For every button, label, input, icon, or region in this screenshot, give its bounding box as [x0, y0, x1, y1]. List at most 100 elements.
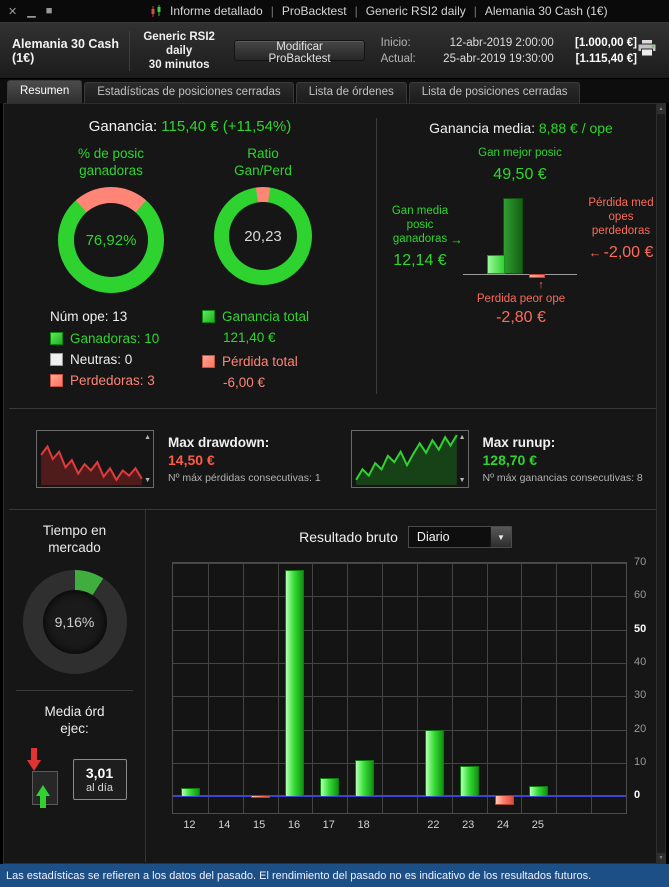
tabbar: Resumen Estadísticas de posiciones cerra…	[0, 79, 669, 103]
close-icon[interactable]: ✕	[8, 5, 18, 18]
neutras-swatch	[50, 353, 63, 366]
perdida-total-value: -6,00 €	[223, 375, 266, 390]
horizontal-divider	[9, 509, 660, 510]
avg-loss-value-line: ← -2,00 €	[579, 244, 663, 262]
mini-chart-axis	[463, 274, 577, 275]
periodo-dropdown[interactable]: Diario ▼	[407, 526, 512, 548]
title-part-instrument: Alemania 30 Cash (1€)	[484, 4, 608, 18]
red-down-arrow-icon	[26, 748, 41, 771]
legend-perdedoras: Perdedoras: 3	[70, 373, 155, 388]
result-bar	[285, 569, 305, 797]
strategy-name: Generic RSI2 daily	[143, 30, 215, 57]
status-bar: Las estadísticas se refieren a los datos…	[0, 864, 669, 887]
result-bar	[320, 778, 340, 797]
modificar-probacktest-button[interactable]: Modificar ProBacktest	[234, 40, 365, 65]
arrow-right-icon: →	[450, 232, 463, 247]
result-bar	[459, 766, 479, 797]
vertical-divider	[376, 118, 377, 394]
best-op-value: 49,50 €	[493, 166, 547, 183]
tab-resumen[interactable]: Resumen	[7, 80, 83, 103]
scroll-down-icon[interactable]: ▼	[657, 853, 665, 863]
legend-neutras: Neutras: 0	[70, 352, 133, 367]
resultado-plot	[172, 562, 627, 814]
strategy-timeframe: 30 minutos	[148, 58, 210, 71]
ganancia-media-line: Ganancia media: 8,88 € / ope	[377, 120, 665, 136]
winners-donut-value: 76,92%	[85, 231, 137, 249]
drawdown-runup-section: ▲ ▼ Max drawdown: 14,50 € Nº máx pérdida…	[4, 409, 665, 509]
status-text: Las estadísticas se refieren a los datos…	[6, 869, 592, 882]
result-bar	[529, 786, 549, 797]
max-drawdown-label: Max drawdown:	[168, 434, 270, 450]
avg-win-bar	[487, 255, 505, 274]
down-triangle-icon: ▼	[458, 477, 466, 484]
runup-sparkline: ▲ ▼	[350, 430, 469, 488]
drawdown-text: Max drawdown: 14,50 € Nº máx pérdidas co…	[168, 435, 351, 484]
ganancia-media-value: 8,88 € / ope	[538, 120, 613, 136]
ganadoras-swatch	[50, 332, 63, 345]
scroll-up-icon[interactable]: ▲	[657, 104, 665, 114]
totales-legend: Ganancia total 121,40 € Pérdida total -6…	[202, 309, 352, 399]
mini-divider	[16, 690, 133, 691]
ratio-donut-title: Ratio Gan/Perd	[234, 146, 292, 178]
tiempo-mercado-title: Tiempo en mercado	[42, 523, 107, 555]
tiempo-column: Tiempo en mercado 9,16% Media órd ejec:	[4, 510, 146, 862]
media-ord-value-box: 3,01 al día	[72, 758, 127, 800]
tab-lista-posiciones-cerradas[interactable]: Lista de posiciones cerradas	[408, 82, 581, 103]
ganancia-total-value: 121,40 €	[223, 330, 276, 345]
title-part-probacktest: ProBacktest	[281, 4, 347, 18]
periodo-value: Diario	[416, 530, 450, 544]
avg-loss-block: Pérdida med opes perdedoras ← -2,00 €	[579, 196, 663, 292]
resumen-section: Ganancia: 115,40 € (+11,54%) % de posic …	[4, 104, 665, 408]
resultado-bruto-title: Resultado bruto	[299, 529, 398, 545]
ratio-donut-value: 20,23	[244, 227, 282, 245]
avg-win-label: Gan media posic ganadoras	[391, 205, 449, 245]
avg-loss-bar	[529, 274, 545, 278]
down-triangle-icon: ▼	[144, 477, 151, 484]
ganancia-media-label: Ganancia media:	[429, 120, 535, 136]
tab-lista-ordenes[interactable]: Lista de órdenes	[295, 82, 407, 103]
printer-icon	[637, 39, 657, 57]
tiempo-mercado-value: 9,16%	[54, 614, 95, 630]
tiempo-mercado-donut: 9,16%	[22, 570, 127, 674]
legend-ganadoras: Ganadoras: 10	[70, 331, 160, 346]
title-part-strategy: Generic RSI2 daily	[365, 4, 466, 18]
candlestick-icon	[151, 4, 161, 17]
ratio-donut-chart: 20,23	[214, 187, 312, 285]
window-title: Informe detallado | ProBacktest | Generi…	[150, 4, 608, 18]
maximize-icon[interactable]: ■	[45, 4, 53, 17]
vertical-scrollbar[interactable]: ▲ ▼	[656, 104, 665, 863]
max-runup-label: Max runup:	[482, 434, 556, 450]
titlebar: ✕ ▁ ■ Informe detallado | ProBacktest | …	[0, 0, 669, 22]
up-triangle-icon: ▲	[144, 434, 151, 441]
winners-donut-chart: 76,92%	[58, 187, 164, 293]
perdida-total-swatch	[202, 355, 215, 368]
ganancia-line: Ganancia: 115,40 € (+11,54%)	[4, 118, 376, 135]
print-button[interactable]	[637, 39, 657, 62]
worst-op-label: Perdida peor ope	[476, 293, 566, 305]
max-ganancias-consecutivas: Nº máx ganancias consecutivas: 8	[482, 471, 643, 484]
perdida-total-row: Pérdida total	[202, 354, 352, 369]
title-separator: |	[270, 4, 274, 18]
perdida-total-label: Pérdida total	[222, 354, 298, 369]
max-runup-value: 128,70 €	[482, 451, 538, 468]
up-triangle-icon: ▲	[458, 434, 466, 441]
minimize-icon[interactable]: ▁	[27, 5, 36, 18]
ganancia-total-swatch	[202, 310, 215, 323]
avg-win-value: 12,14 €	[393, 252, 447, 269]
title-separator: |	[354, 4, 358, 18]
ganancia-label: Ganancia:	[88, 118, 158, 135]
dropdown-arrow-icon[interactable]: ▼	[489, 527, 511, 547]
tab-estadisticas-posiciones-cerradas[interactable]: Estadísticas de posiciones cerradas	[84, 82, 294, 103]
green-up-arrow-icon	[35, 785, 50, 808]
arrow-left-icon: ←	[588, 245, 602, 260]
winners-donut-title: % de posic ganadoras	[77, 146, 145, 178]
result-bar	[355, 759, 375, 797]
max-drawdown-value: 14,50 €	[168, 451, 215, 468]
operaciones-legend: Núm ope: 13 Ganadoras: 10 Neutras: 0 Per…	[50, 309, 202, 399]
best-op-label: Gan mejor posic	[478, 147, 562, 159]
best-op-bar	[503, 198, 523, 274]
actual-datetime: 25-abr-2019 19:30:00	[443, 52, 554, 65]
best-op-block: Gan mejor posic 49,50 €	[461, 146, 579, 292]
resultado-chart: 0 10 20 30 40 50 60 70 12 14 15 16 17 18 22 23 24 25	[172, 556, 664, 840]
avg-win-block: Gan media posic ganadoras → 12,14 €	[379, 204, 463, 292]
